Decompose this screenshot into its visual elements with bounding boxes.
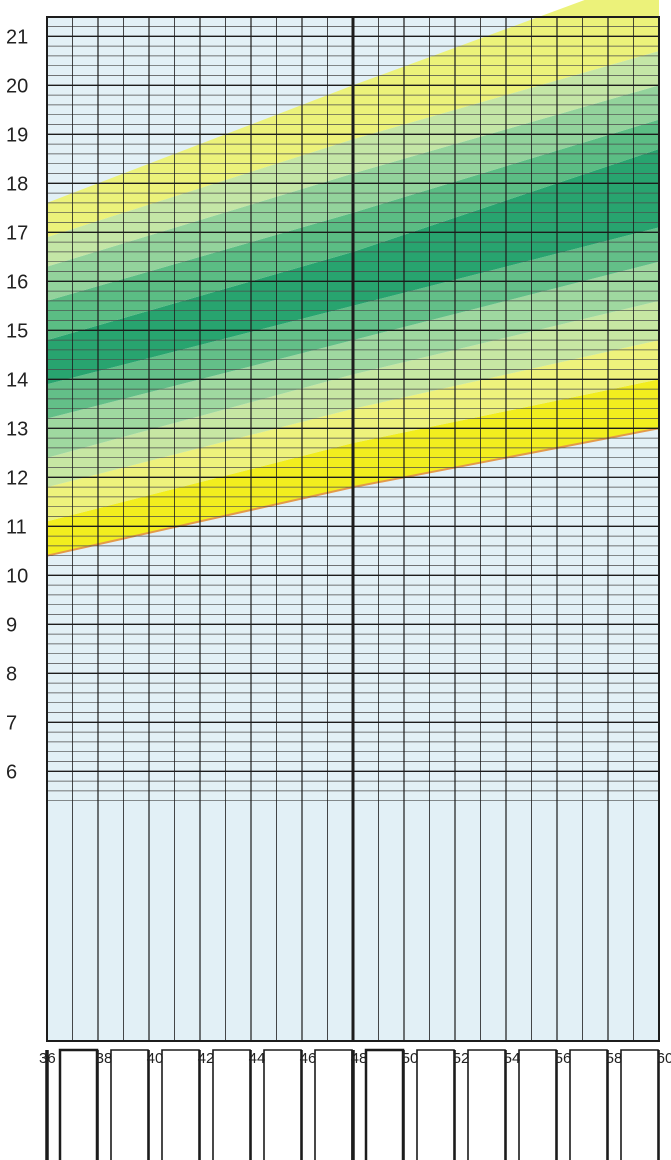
x-tick-label: 58: [606, 1050, 623, 1067]
y-tick-label: 6: [6, 761, 17, 783]
x-tick-box: [416, 1049, 455, 1160]
x-tick-box: [161, 1049, 200, 1160]
y-tick-label: 11: [6, 516, 27, 538]
y-tick-label: 8: [6, 663, 17, 685]
x-tick-label: 44: [249, 1050, 266, 1067]
x-tick-box: [58, 1048, 99, 1160]
x-tick-box: [263, 1049, 302, 1160]
plot-border: [46, 16, 660, 1042]
y-tick-label: 21: [6, 26, 28, 48]
y-tick-label: 13: [6, 418, 28, 440]
x-tick-label: 36: [39, 1050, 56, 1067]
y-tick-label: 16: [6, 271, 28, 293]
x-tick-label: 56: [555, 1050, 572, 1067]
y-tick-label: 15: [6, 320, 28, 342]
x-tick-label: 42: [198, 1050, 215, 1067]
x-tick-box: [620, 1049, 659, 1160]
y-tick-label: 7: [6, 712, 17, 734]
y-tick-label: 20: [6, 75, 28, 97]
y-tick-label: 12: [6, 467, 28, 489]
x-tick-label: 50: [402, 1050, 419, 1067]
x-tick-label: 40: [147, 1050, 164, 1067]
x-tick-label: 46: [300, 1050, 317, 1067]
x-tick-label: 60: [657, 1050, 671, 1067]
x-tick-box: [110, 1049, 149, 1160]
chart-grid: [46, 16, 660, 1042]
y-tick-label: 17: [6, 222, 28, 244]
y-tick-labels: 67891011121314151617181920212223242526: [6, 26, 28, 783]
x-tick-box: [467, 1049, 506, 1160]
x-tick-label: 38: [96, 1050, 113, 1067]
y-tick-label: 18: [6, 173, 28, 195]
x-tick-label: 54: [504, 1050, 521, 1067]
x-tick-boxes: 36 38 40 42 44 46 48 50 52 54 56 58 60: [39, 1048, 671, 1160]
x-tick-label: 52: [453, 1050, 470, 1067]
y-tick-label: 14: [6, 369, 28, 391]
x-tick-box: [569, 1049, 608, 1160]
y-tick-label: 10: [6, 565, 28, 587]
x-tick-box: [518, 1049, 557, 1160]
y-tick-label: 19: [6, 124, 28, 146]
x-tick-box: [212, 1049, 251, 1160]
y-tick-label: 9: [6, 614, 17, 636]
x-tick-box: [364, 1048, 405, 1160]
x-tick-label: 48: [351, 1050, 368, 1067]
